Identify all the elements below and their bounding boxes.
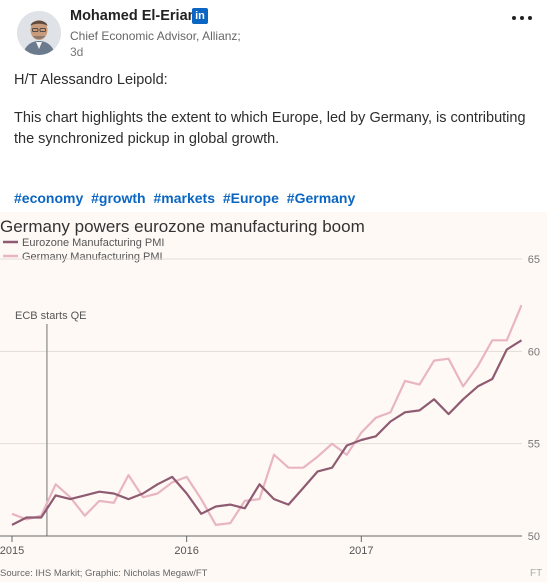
hashtag-list: #economy #growth #markets #Europe #Germa… [14,190,359,206]
chart-title: Germany powers eurozone manufacturing bo… [0,217,365,236]
legend-label-germany: Germany Manufacturing PMI [22,251,163,263]
legend-label-eurozone: Eurozone Manufacturing PMI [22,237,164,249]
annotation-label: ECB starts QE [15,310,87,322]
x-tick-2017: 2017 [349,545,373,557]
ft-logo: FT [530,568,542,579]
chart-image[interactable]: Germany powers eurozone manufacturing bo… [0,212,547,582]
y-tick-55: 55 [528,439,540,451]
dot-icon [512,16,516,20]
author-name[interactable]: Mohamed El-Erian [70,8,197,24]
hashtag-growth[interactable]: #growth [91,190,146,206]
hashtag-germany[interactable]: #Germany [286,190,356,206]
post-header: Mohamed El-Erian in Chief Economic Advis… [0,0,547,64]
y-tick-50: 50 [528,531,540,543]
hashtag-economy[interactable]: #economy [14,190,84,206]
x-tick-2015: 2015 [0,545,24,557]
post-time: 3d [70,45,84,59]
post-body: This chart highlights the extent to whic… [14,110,526,147]
y-tick-60: 60 [528,346,540,358]
linkedin-influencer-icon: in [192,8,208,24]
author-avatar[interactable] [17,11,61,55]
hashtag-markets[interactable]: #markets [153,190,215,206]
dot-icon [520,16,524,20]
hashtag-europe[interactable]: #Europe [222,190,279,206]
dot-icon [528,16,532,20]
x-tick-2016: 2016 [174,545,198,557]
more-options-button[interactable] [511,14,535,24]
series-line-eurozone [11,339,523,526]
author-title: Chief Economic Advisor, Allianz; [70,29,241,43]
chart-source: Source: IHS Markit; Graphic: Nicholas Me… [0,568,208,579]
post-intro: H/T Alessandro Leipold: [14,72,168,88]
y-tick-65: 65 [528,254,540,266]
series-line-germany [11,304,523,526]
